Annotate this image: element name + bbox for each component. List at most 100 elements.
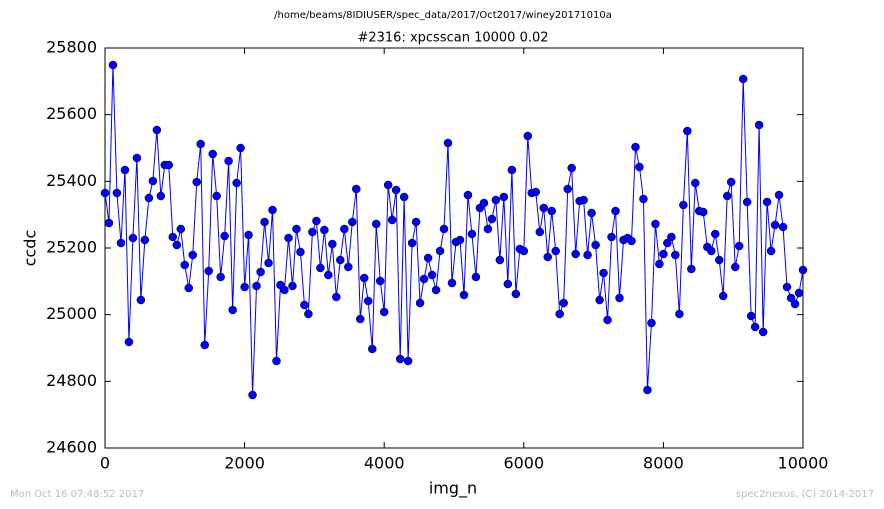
data-point — [742, 197, 752, 207]
data-point — [786, 293, 796, 303]
data-point — [100, 188, 110, 198]
x-tick-label: 0 — [100, 454, 110, 473]
data-point — [667, 232, 676, 242]
data-point — [196, 139, 205, 149]
data-point — [770, 220, 780, 230]
data-line — [104, 64, 804, 396]
data-point — [316, 263, 325, 273]
data-point — [332, 292, 341, 302]
data-point — [176, 224, 186, 234]
data-point — [411, 217, 421, 227]
data-point — [296, 247, 305, 257]
data-point — [387, 215, 397, 225]
data-point — [356, 314, 365, 324]
data-point — [232, 178, 241, 188]
data-point — [156, 191, 166, 201]
suptitle: /home/beams/8IDIUSER/spec_data/2017/Oct2… — [274, 10, 612, 21]
data-point — [403, 356, 413, 366]
data-point — [499, 192, 509, 202]
data-point — [547, 206, 556, 216]
data-point — [152, 125, 162, 135]
y-tick-label: 24600 — [46, 438, 97, 457]
data-point — [738, 74, 748, 84]
data-point — [280, 285, 289, 295]
data-point — [691, 178, 700, 188]
data-point — [423, 253, 433, 263]
y-tick-label: 25800 — [46, 38, 97, 57]
data-point — [766, 246, 776, 256]
data-point — [571, 249, 580, 259]
data-point — [595, 295, 604, 305]
footer-credit: spec2nexus, (C) 2014-2017 — [736, 489, 874, 500]
data-point — [707, 246, 716, 256]
data-point — [112, 188, 122, 198]
data-point — [563, 184, 572, 194]
data-point — [579, 195, 588, 205]
data-point — [168, 232, 178, 242]
data-point — [244, 230, 253, 240]
data-point — [383, 180, 393, 190]
data-point — [519, 246, 529, 256]
data-point — [603, 315, 612, 325]
data-point — [675, 309, 684, 319]
data-point — [371, 219, 381, 229]
data-point — [184, 283, 194, 293]
data-point — [587, 208, 596, 218]
x-tick-label: 6000 — [503, 454, 544, 473]
data-point — [714, 255, 724, 265]
data-point — [348, 217, 357, 227]
data-point — [304, 309, 313, 319]
data-point — [359, 273, 369, 283]
data-point — [260, 217, 269, 227]
data-point — [236, 143, 245, 153]
data-point — [368, 344, 377, 354]
data-point — [671, 250, 680, 260]
data-point — [631, 142, 640, 152]
y-tick-label: 25000 — [46, 304, 97, 323]
data-point — [455, 235, 465, 245]
x-tick-label: 4000 — [364, 454, 405, 473]
data-point — [140, 235, 150, 245]
data-point — [132, 153, 142, 163]
data-point — [208, 149, 217, 159]
data-point — [268, 205, 277, 215]
data-point — [212, 191, 221, 201]
data-point — [391, 185, 401, 195]
x-axis-label: img_n — [429, 479, 477, 499]
x-tick-label: 8000 — [643, 454, 684, 473]
data-point — [726, 177, 736, 187]
data-point — [794, 288, 804, 298]
data-point — [611, 206, 620, 216]
data-point — [324, 270, 333, 280]
data-point — [599, 268, 608, 278]
data-point — [687, 264, 696, 274]
data-point — [124, 337, 134, 347]
data-point — [651, 219, 660, 229]
data-point — [543, 252, 552, 262]
data-point — [200, 340, 209, 350]
data-point — [467, 229, 477, 239]
data-point — [535, 227, 545, 237]
data-point — [659, 249, 668, 259]
data-point — [746, 311, 756, 321]
data-point — [491, 195, 501, 205]
data-point — [300, 300, 309, 310]
y-axis-label: ccdc — [21, 230, 40, 267]
y-tick-label: 25400 — [46, 171, 97, 190]
data-point — [419, 274, 429, 284]
data-point — [495, 255, 505, 265]
data-point — [734, 241, 744, 251]
data-point — [116, 238, 126, 248]
data-point — [591, 240, 600, 250]
data-point — [220, 231, 229, 241]
data-point — [663, 238, 672, 248]
data-point — [567, 163, 576, 173]
data-point — [431, 285, 441, 295]
data-point — [718, 291, 728, 301]
data-point — [104, 218, 114, 228]
data-point — [754, 120, 764, 130]
data-point — [459, 290, 469, 300]
data-point — [778, 222, 788, 232]
data-point — [292, 224, 301, 234]
data-point — [555, 309, 564, 319]
